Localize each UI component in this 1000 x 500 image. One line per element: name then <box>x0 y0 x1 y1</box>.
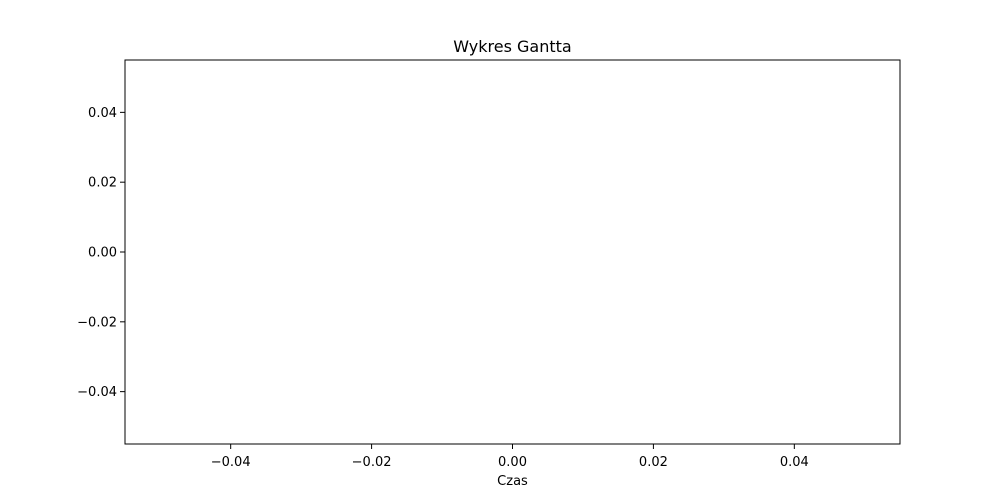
y-tick-label: −0.02 <box>77 315 117 330</box>
x-axis-ticks: −0.04 −0.02 0.00 0.02 0.04 <box>211 444 809 470</box>
x-tick-label: −0.04 <box>211 455 251 470</box>
y-tick-label: 0.02 <box>88 176 117 191</box>
x-tick-label: 0.00 <box>498 455 527 470</box>
chart-title: Wykres Gantta <box>453 37 571 56</box>
x-axis-label: Czas <box>497 474 528 489</box>
x-tick-label: 0.04 <box>780 455 809 470</box>
y-tick-label: 0.04 <box>88 106 117 121</box>
plot-area <box>124 59 901 445</box>
y-axis-ticks: 0.04 0.02 0.00 −0.02 −0.04 <box>77 106 125 400</box>
x-tick-label: −0.02 <box>352 455 392 470</box>
x-tick-label: 0.02 <box>639 455 668 470</box>
y-tick-label: 0.00 <box>88 246 117 261</box>
y-tick-label: −0.04 <box>77 385 117 400</box>
